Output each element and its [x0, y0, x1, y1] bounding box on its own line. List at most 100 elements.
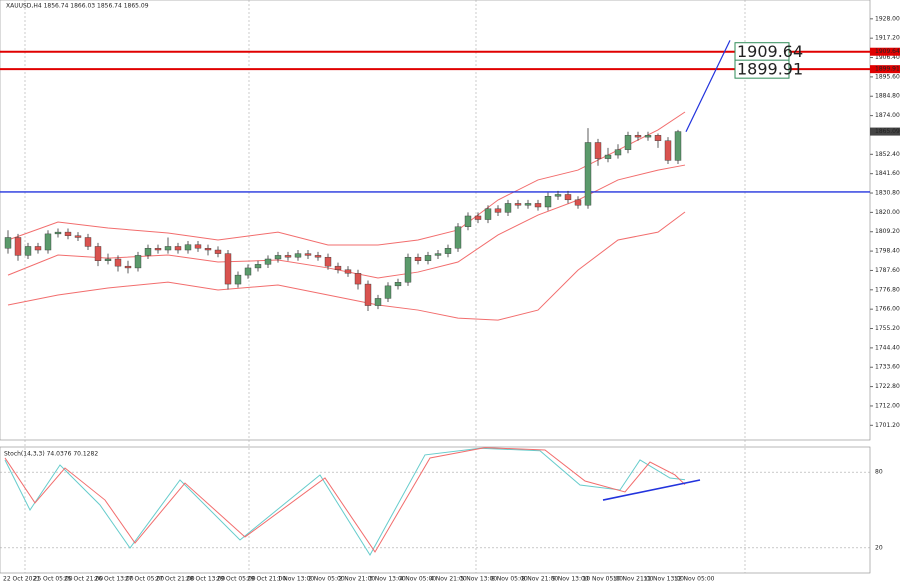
candle-body — [614, 149, 622, 156]
candle-body — [264, 258, 272, 265]
candle-body — [254, 264, 262, 269]
candle-body — [134, 255, 142, 269]
candle-body — [584, 142, 592, 206]
candle-body — [224, 253, 232, 285]
candle-body — [574, 199, 582, 206]
y-tick-label: 1722.80 — [875, 383, 900, 390]
candle-body — [384, 285, 392, 299]
candle-body — [414, 256, 422, 261]
target-box — [734, 59, 790, 79]
x-tick-label: 4 Nov 05:00 — [400, 576, 437, 583]
x-tick-label: 29 Oct 21:00 — [247, 576, 286, 583]
candle-body — [664, 140, 672, 161]
candle-body — [624, 135, 632, 150]
axis-price-label: 1909.64 — [875, 48, 900, 55]
candle-body — [434, 253, 442, 256]
candle-body — [404, 256, 412, 283]
y-tick-label: 1874.00 — [875, 112, 900, 119]
candle-body — [14, 237, 22, 256]
candle-body — [524, 203, 532, 206]
x-tick-label: 8 Nov 05:00 — [491, 576, 528, 583]
x-tick-label: 25 Oct 05:00 — [34, 576, 73, 583]
candle-body — [124, 265, 132, 269]
main-panel — [0, 0, 871, 441]
candle-body — [4, 237, 12, 249]
x-tick-label: 27 Oct 21:00 — [156, 576, 195, 583]
target-label: 1899.91 — [737, 60, 803, 79]
candle-body — [244, 267, 252, 276]
y-tick-label: 1820.00 — [875, 209, 900, 216]
candle-body — [424, 255, 432, 261]
candle-body — [54, 231, 62, 235]
x-tick-label: 26 Oct 13:00 — [95, 576, 134, 583]
y-tick-label: 1917.20 — [875, 35, 900, 42]
candle-body — [604, 154, 612, 159]
y-tick-label: 1906.40 — [875, 54, 900, 61]
candle-body — [394, 282, 402, 287]
candle-body — [284, 255, 292, 258]
candle-body — [204, 248, 212, 251]
y-tick-label: 1755.20 — [875, 325, 900, 332]
y-tick-label: 20 — [875, 544, 883, 551]
trend-line — [685, 40, 731, 132]
x-tick-label: 3 Nov 13:00 — [369, 576, 406, 583]
candle-body — [334, 265, 342, 270]
candle-body — [374, 298, 382, 306]
candle-body — [24, 246, 32, 256]
candle-body — [544, 196, 552, 208]
separators — [24, 0, 746, 573]
current-price-box — [870, 127, 900, 136]
stoch-line — [4, 447, 686, 553]
candle-body — [344, 269, 352, 274]
y-tick-label: 1776.80 — [875, 286, 900, 293]
current-price-label: 1865.09 — [875, 128, 900, 135]
y-tick-label: 1809.20 — [875, 228, 900, 235]
candle-body — [274, 255, 282, 260]
stoch-line — [4, 447, 686, 556]
x-tick-label: 10 Nov 21:00 — [613, 576, 654, 583]
candle-body — [564, 194, 572, 201]
x-tick-label: 10 Nov 05:00 — [583, 576, 624, 583]
y-tick-label: 1787.60 — [875, 267, 900, 274]
x-tick-label: 9 Nov 13:00 — [552, 576, 589, 583]
candle-body — [654, 135, 662, 141]
y-tick-label: 1744.40 — [875, 344, 900, 351]
candle-body — [634, 135, 642, 138]
axis-price-label: 1899.91 — [875, 66, 900, 73]
y-tick-label: 1895.60 — [875, 73, 900, 80]
x-tick-label: 2 Nov 05:00 — [308, 576, 345, 583]
candle-body — [214, 249, 222, 254]
stoch-title: Stoch(14,3,3) 74.0376 70.1282 — [4, 451, 98, 458]
candle-body — [494, 208, 502, 213]
y-tick-label: 1712.00 — [875, 402, 900, 409]
y-tick-label: 1733.60 — [875, 364, 900, 371]
candle-body — [324, 256, 332, 267]
candle-body — [354, 273, 362, 285]
candle-body — [314, 255, 322, 258]
candle-body — [74, 235, 82, 238]
candle-body — [294, 253, 302, 258]
header: XAUUSD,H4 1856.74 1866.03 1856.74 1865.0… — [6, 3, 149, 10]
divergence-line — [602, 479, 701, 501]
candle-body — [104, 258, 112, 261]
candle-body — [144, 248, 152, 256]
candle-body — [674, 131, 682, 161]
candle-body — [364, 283, 372, 306]
candle-body — [644, 135, 652, 138]
y-tick-label: 1928.00 — [875, 15, 900, 22]
candle-body — [154, 248, 162, 251]
candle-body — [514, 203, 522, 206]
y-tick-label: 1766.00 — [875, 306, 900, 313]
candle-body — [554, 194, 562, 197]
candle-body — [34, 246, 42, 251]
target-label: 1909.64 — [737, 42, 803, 61]
y-tick-label: 1884.80 — [875, 93, 900, 100]
axis-price-box — [870, 47, 900, 56]
y-tick-label: 1798.40 — [875, 248, 900, 255]
candle-body — [474, 215, 482, 220]
candle-body — [174, 246, 182, 251]
y-tick-label: 1852.40 — [875, 151, 900, 158]
y-tick-label: 1841.60 — [875, 170, 900, 177]
x-tick-label: 28 Oct 13:00 — [186, 576, 225, 583]
x-tick-label: 5 Nov 13:00 — [461, 576, 498, 583]
